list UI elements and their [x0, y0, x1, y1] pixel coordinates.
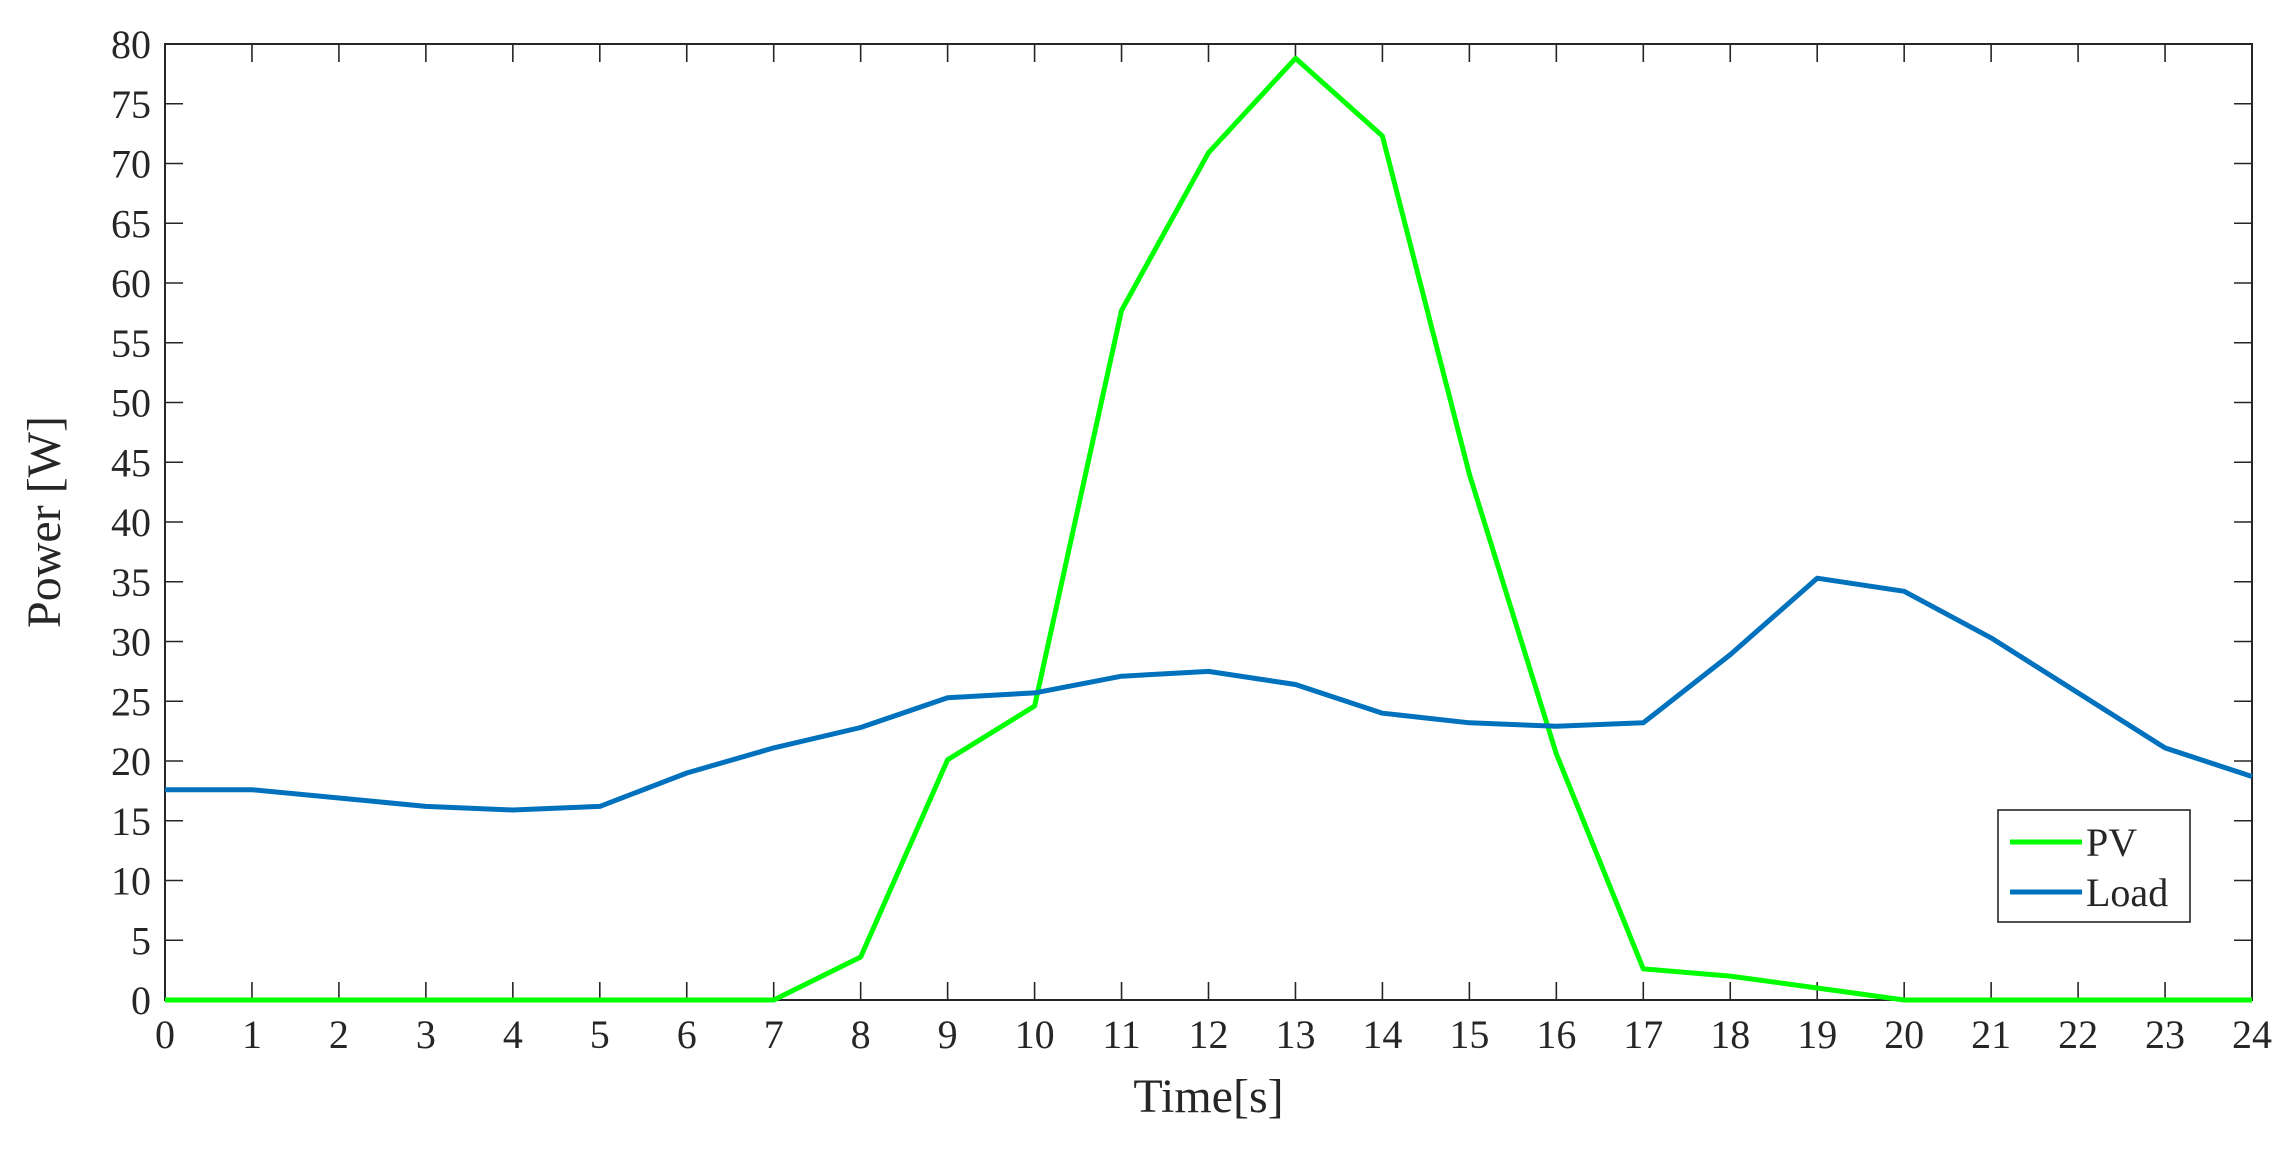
x-tick-label: 10 — [1015, 1012, 1055, 1057]
y-tick-label: 20 — [111, 739, 151, 784]
series-line-load — [165, 575, 2253, 813]
y-tick-label: 60 — [111, 261, 151, 306]
x-tick-label: 17 — [1623, 1012, 1663, 1057]
y-tick-label: 30 — [111, 620, 151, 665]
plot-area — [165, 44, 2252, 1000]
y-tick-label: 50 — [111, 381, 151, 426]
x-tick-label: 23 — [2145, 1012, 2185, 1057]
x-tick-label: 2 — [329, 1012, 349, 1057]
legend-label-pv: PV — [2086, 820, 2137, 865]
y-tick-label: 65 — [111, 201, 151, 246]
x-tick-label: 12 — [1189, 1012, 1229, 1057]
x-tick-label: 21 — [1971, 1012, 2011, 1057]
x-tick-label: 24 — [2232, 1012, 2272, 1057]
y-tick-label: 55 — [111, 321, 151, 366]
legend-box — [1997, 809, 2191, 923]
y-tick-label: 10 — [111, 859, 151, 904]
x-tick-label: 1 — [242, 1012, 262, 1057]
legend: PV Load — [1997, 809, 2191, 923]
y-tick-label: 45 — [111, 440, 151, 485]
y-tick-label: 70 — [111, 142, 151, 187]
y-tick-label: 5 — [131, 918, 151, 963]
x-tick-label: 6 — [677, 1012, 697, 1057]
axes-box — [164, 43, 2253, 1001]
x-tick-label: 14 — [1362, 1012, 1402, 1057]
y-axis-label: Power [W] — [18, 416, 71, 628]
y-tick-label: 15 — [111, 799, 151, 844]
x-tick-label: 9 — [938, 1012, 958, 1057]
y-tick-label: 25 — [111, 679, 151, 724]
legend-label-load: Load — [2086, 870, 2168, 915]
x-tick-label: 16 — [1536, 1012, 1576, 1057]
y-tick-label: 80 — [111, 22, 151, 67]
x-tick-label: 22 — [2058, 1012, 2098, 1057]
axes-layer: 0 1 2 3 4 5 6 7 8 9 10 11 12 13 14 15 16 17 18 19 20 21 22 23 24… — [111, 22, 2272, 1057]
x-tick-label: 7 — [764, 1012, 784, 1057]
x-tick-label: 11 — [1102, 1012, 1141, 1057]
series-line-pv — [165, 55, 2252, 1003]
x-tick-label: 4 — [503, 1012, 523, 1057]
y-tick-label: 0 — [131, 978, 151, 1023]
series-layer — [165, 55, 2253, 1003]
x-tick-label: 20 — [1884, 1012, 1924, 1057]
x-tick-label: 8 — [851, 1012, 871, 1057]
x-tick-label: 15 — [1449, 1012, 1489, 1057]
x-tick-label: 13 — [1275, 1012, 1315, 1057]
y-tick-label: 40 — [111, 500, 151, 545]
y-tick-label: 75 — [111, 82, 151, 127]
x-tick-label: 18 — [1710, 1012, 1750, 1057]
x-axis-label: Time[s] — [1133, 1070, 1283, 1123]
x-tick-label: 5 — [590, 1012, 610, 1057]
y-tick-label: 35 — [111, 560, 151, 605]
x-tick-label: 0 — [155, 1012, 175, 1057]
x-tick-label: 3 — [416, 1012, 436, 1057]
x-tick-label: 19 — [1797, 1012, 1837, 1057]
